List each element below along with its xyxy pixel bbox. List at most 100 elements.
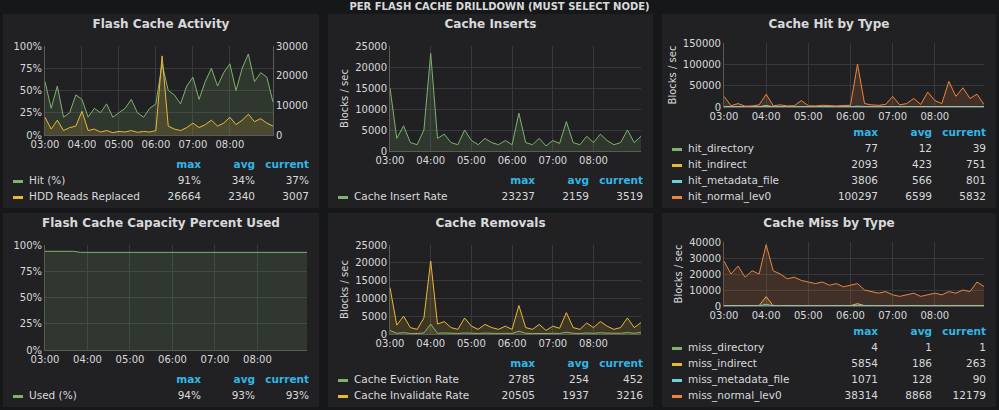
svg-text:10000: 10000 xyxy=(689,285,721,296)
svg-text:03:00: 03:00 xyxy=(376,338,405,349)
svg-text:40000: 40000 xyxy=(689,237,721,248)
svg-text:06:00: 06:00 xyxy=(498,155,527,166)
svg-text:03:00: 03:00 xyxy=(376,155,405,166)
svg-text:04:00: 04:00 xyxy=(752,310,781,321)
html-text:26664: 26664 xyxy=(167,190,201,202)
svg-text:25%: 25% xyxy=(20,107,42,118)
svg-text:06:00: 06:00 xyxy=(836,111,865,122)
svg-text:08:00: 08:00 xyxy=(579,338,608,349)
svg-text:25000: 25000 xyxy=(355,240,387,251)
svg-text:5000: 5000 xyxy=(362,311,387,322)
svg-text:03:00: 03:00 xyxy=(31,354,60,365)
html-text:Cache Removals: Cache Removals xyxy=(435,216,546,230)
svg-text:07:00: 07:00 xyxy=(538,155,567,166)
svg-text:50%: 50% xyxy=(20,85,42,96)
svg-text:05:00: 05:00 xyxy=(794,111,823,122)
svg-text:30000: 30000 xyxy=(276,41,308,52)
svg-text:04:00: 04:00 xyxy=(68,139,97,150)
svg-text:0: 0 xyxy=(381,146,387,157)
svg-text:05:00: 05:00 xyxy=(794,310,823,321)
svg-text:75%: 75% xyxy=(20,266,42,277)
svg-text:15000: 15000 xyxy=(355,275,387,286)
svg-text:0%: 0% xyxy=(26,130,42,141)
svg-text:20000: 20000 xyxy=(276,70,308,81)
html-text:avg: avg xyxy=(233,158,255,170)
svg-text:150000: 150000 xyxy=(683,38,721,49)
svg-text:5000: 5000 xyxy=(362,125,387,136)
svg-text:25000: 25000 xyxy=(355,41,387,52)
svg-text:50%: 50% xyxy=(20,292,42,303)
svg-text:0: 0 xyxy=(715,301,721,312)
html-text:Flash Cache Activity: Flash Cache Activity xyxy=(92,17,230,31)
html-text:Hit (%): Hit (%) xyxy=(29,174,66,186)
svg-text:06:00: 06:00 xyxy=(498,338,527,349)
svg-text:10000: 10000 xyxy=(355,104,387,115)
svg-text:07:00: 07:00 xyxy=(538,338,567,349)
svg-text:08:00: 08:00 xyxy=(579,155,608,166)
svg-text:20000: 20000 xyxy=(355,257,387,268)
svg-text:04:00: 04:00 xyxy=(73,354,102,365)
svg-text:15000: 15000 xyxy=(355,83,387,94)
html-text:37%: 37% xyxy=(285,174,309,186)
svg-text:Blocks / sec: Blocks / sec xyxy=(339,69,350,128)
html-text:current: current xyxy=(265,158,309,170)
svg-text:08:00: 08:00 xyxy=(920,310,949,321)
svg-text:Blocks / sec: Blocks / sec xyxy=(673,245,684,304)
svg-text:100%: 100% xyxy=(13,240,42,251)
html-text:max: max xyxy=(510,174,535,186)
svg-text:03:00: 03:00 xyxy=(710,111,739,122)
html-text:Cache Inserts: Cache Inserts xyxy=(444,17,537,31)
svg-text:0: 0 xyxy=(276,130,282,141)
svg-text:08:00: 08:00 xyxy=(243,354,272,365)
svg-text:07:00: 07:00 xyxy=(178,139,207,150)
svg-text:05:00: 05:00 xyxy=(457,155,486,166)
html-text:91%: 91% xyxy=(177,174,201,186)
html-text:34%: 34% xyxy=(231,174,255,186)
html-text:3519: 3519 xyxy=(616,190,643,202)
svg-text:04:00: 04:00 xyxy=(416,155,445,166)
svg-text:04:00: 04:00 xyxy=(752,111,781,122)
html-text:max: max xyxy=(176,158,201,170)
html-text:avg: avg xyxy=(567,174,589,186)
svg-text:03:00: 03:00 xyxy=(710,310,739,321)
html-text:23237: 23237 xyxy=(501,190,535,202)
svg-text:75%: 75% xyxy=(20,63,42,74)
svg-text:04:00: 04:00 xyxy=(416,338,445,349)
svg-text:0%: 0% xyxy=(26,345,42,356)
svg-text:Blocks / sec: Blocks / sec xyxy=(339,260,350,319)
svg-text:06:00: 06:00 xyxy=(836,310,865,321)
svg-text:0: 0 xyxy=(715,102,721,113)
html-text:Cache Hit by Type: Cache Hit by Type xyxy=(768,17,890,31)
html-text:current: current xyxy=(599,174,643,186)
svg-text:30000: 30000 xyxy=(689,253,721,264)
svg-text:06:00: 06:00 xyxy=(158,354,187,365)
html-text:Cache Insert Rate: Cache Insert Rate xyxy=(354,190,448,202)
svg-text:100000: 100000 xyxy=(683,59,721,70)
svg-text:20000: 20000 xyxy=(689,269,721,280)
html-text:Flash Cache Capacity Percent U: Flash Cache Capacity Percent Used xyxy=(42,216,280,230)
html-text:HDD Reads Replaced: HDD Reads Replaced xyxy=(29,190,140,202)
svg-text:08:00: 08:00 xyxy=(215,139,244,150)
svg-text:20000: 20000 xyxy=(355,62,387,73)
svg-text:100%: 100% xyxy=(13,41,42,52)
svg-text:50000: 50000 xyxy=(689,80,721,91)
html-text:Cache Miss by Type: Cache Miss by Type xyxy=(763,216,895,230)
svg-text:05:00: 05:00 xyxy=(105,139,134,150)
svg-text:0: 0 xyxy=(381,329,387,340)
svg-text:Blocks / sec: Blocks / sec xyxy=(667,46,678,105)
html-text:2340: 2340 xyxy=(228,190,255,202)
html-text:max: max xyxy=(853,126,878,138)
svg-text:06:00: 06:00 xyxy=(142,139,171,150)
svg-text:07:00: 07:00 xyxy=(878,310,907,321)
html-text:2159: 2159 xyxy=(562,190,589,202)
svg-text:05:00: 05:00 xyxy=(116,354,145,365)
svg-text:10000: 10000 xyxy=(355,293,387,304)
svg-text:10000: 10000 xyxy=(276,100,308,111)
svg-text:07:00: 07:00 xyxy=(878,111,907,122)
svg-text:08:00: 08:00 xyxy=(920,111,949,122)
svg-text:25%: 25% xyxy=(20,318,42,329)
html-text:3007: 3007 xyxy=(282,190,309,202)
svg-text:03:00: 03:00 xyxy=(31,139,60,150)
svg-text:05:00: 05:00 xyxy=(457,338,486,349)
svg-text:07:00: 07:00 xyxy=(201,354,230,365)
